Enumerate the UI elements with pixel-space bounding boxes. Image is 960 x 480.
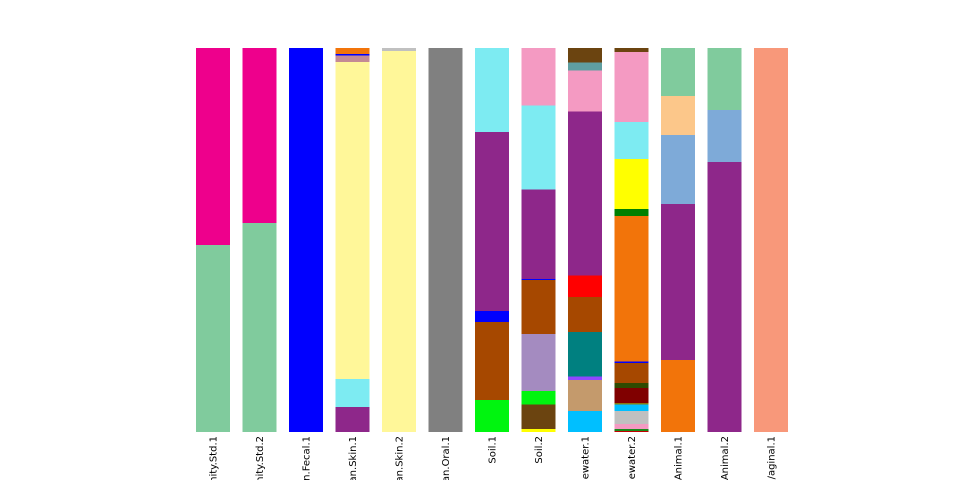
bar-stack — [335, 48, 370, 432]
bar-segment — [521, 334, 556, 391]
bar-segment — [661, 359, 695, 432]
x-tick-label: an.Oral.1 — [441, 436, 452, 480]
bar-segment — [614, 423, 649, 429]
bar-segment — [614, 215, 649, 362]
bar-segment — [521, 48, 556, 106]
bar-segment — [521, 404, 556, 429]
bar-segment — [614, 362, 649, 383]
bar-segment — [382, 48, 416, 52]
bar-stack — [754, 48, 788, 432]
bar-segment — [428, 48, 463, 432]
bar-segment — [475, 400, 509, 432]
x-tick-label: Soil.2 — [534, 436, 545, 464]
bar-segment — [614, 122, 649, 159]
bar-segment — [614, 430, 649, 432]
bar-stack — [707, 48, 742, 432]
bar-stack — [568, 48, 602, 432]
bar-segment — [568, 111, 602, 276]
bar-segment — [568, 275, 602, 297]
bar-stack — [289, 48, 323, 432]
bar-segment — [335, 55, 370, 62]
bar-stack — [614, 48, 649, 432]
bar-segment — [614, 158, 649, 209]
bar-segment — [568, 62, 602, 71]
bar-segment — [475, 132, 509, 312]
bar-stack — [475, 48, 509, 432]
bar-segment — [614, 51, 649, 123]
bar-segment — [382, 51, 416, 433]
bar-segment — [242, 48, 277, 224]
bar-segment — [614, 387, 649, 403]
bar-segment — [614, 361, 649, 363]
x-tick-labels: nity.Std.1 nity.Std.2 n.Fecal.1 an.Skin.1 an… — [209, 436, 778, 480]
x-tick-label: an.Skin.1 — [348, 436, 359, 480]
bar-segment — [521, 105, 556, 190]
bar-segment — [475, 311, 509, 323]
bar-segment — [475, 322, 509, 401]
bar-segment — [335, 407, 370, 432]
bar-segment — [661, 96, 695, 135]
bar-segment — [614, 410, 649, 424]
bar-segment — [614, 382, 649, 388]
bar-segment — [661, 134, 695, 204]
bar-segment — [521, 189, 556, 279]
bar-stack — [196, 48, 230, 432]
bar-segment — [242, 223, 277, 432]
bar-segment — [614, 402, 649, 405]
bar-segment — [568, 410, 602, 432]
bar-stack — [661, 48, 695, 432]
bar-segment — [335, 379, 370, 408]
x-tick-label: Soil.1 — [488, 436, 499, 464]
bar-segment — [568, 379, 602, 411]
bar-stack — [428, 48, 463, 432]
bar-segment — [335, 61, 370, 380]
bar-segment — [289, 48, 323, 432]
bar-segment — [707, 109, 742, 163]
bar-segment — [568, 296, 602, 332]
bar-stack — [521, 48, 556, 432]
bar-segment — [568, 70, 602, 112]
bar-segment — [614, 208, 649, 216]
x-tick-label: an.Skin.2 — [395, 436, 406, 480]
x-tick-label: Animal.2 — [720, 436, 731, 480]
x-tick-label: /aginal.1 — [767, 436, 778, 479]
x-tick-label: ewater.1 — [581, 436, 592, 479]
bar-segment — [661, 203, 695, 360]
bar-stack — [242, 48, 277, 432]
bar-segment — [521, 278, 556, 280]
bar-segment — [521, 279, 556, 335]
bar-segment — [196, 48, 230, 245]
bar-segment — [521, 428, 556, 432]
bar-segment — [196, 244, 230, 432]
bar-segment — [335, 48, 370, 54]
bar-segment — [614, 428, 649, 431]
bar-segment — [707, 162, 742, 432]
bar-segment — [568, 376, 602, 380]
bar-segment — [521, 390, 556, 405]
x-tick-label: nity.Std.1 — [209, 436, 220, 480]
bars-layer — [196, 48, 788, 433]
x-tick-label: n.Fecal.1 — [302, 436, 313, 480]
bar-segment — [754, 48, 788, 432]
x-tick-label: ewater.2 — [627, 436, 638, 479]
bar-segment — [335, 53, 370, 56]
x-tick-label: Animal.1 — [674, 436, 685, 480]
bar-stack — [382, 48, 416, 433]
bar-segment — [614, 404, 649, 411]
bar-segment — [568, 48, 602, 63]
bar-segment — [707, 48, 742, 110]
bar-segment — [614, 48, 649, 52]
bar-segment — [661, 48, 695, 96]
bar-segment — [475, 48, 509, 133]
bar-segment — [568, 331, 602, 377]
x-tick-label: nity.Std.2 — [255, 436, 266, 480]
